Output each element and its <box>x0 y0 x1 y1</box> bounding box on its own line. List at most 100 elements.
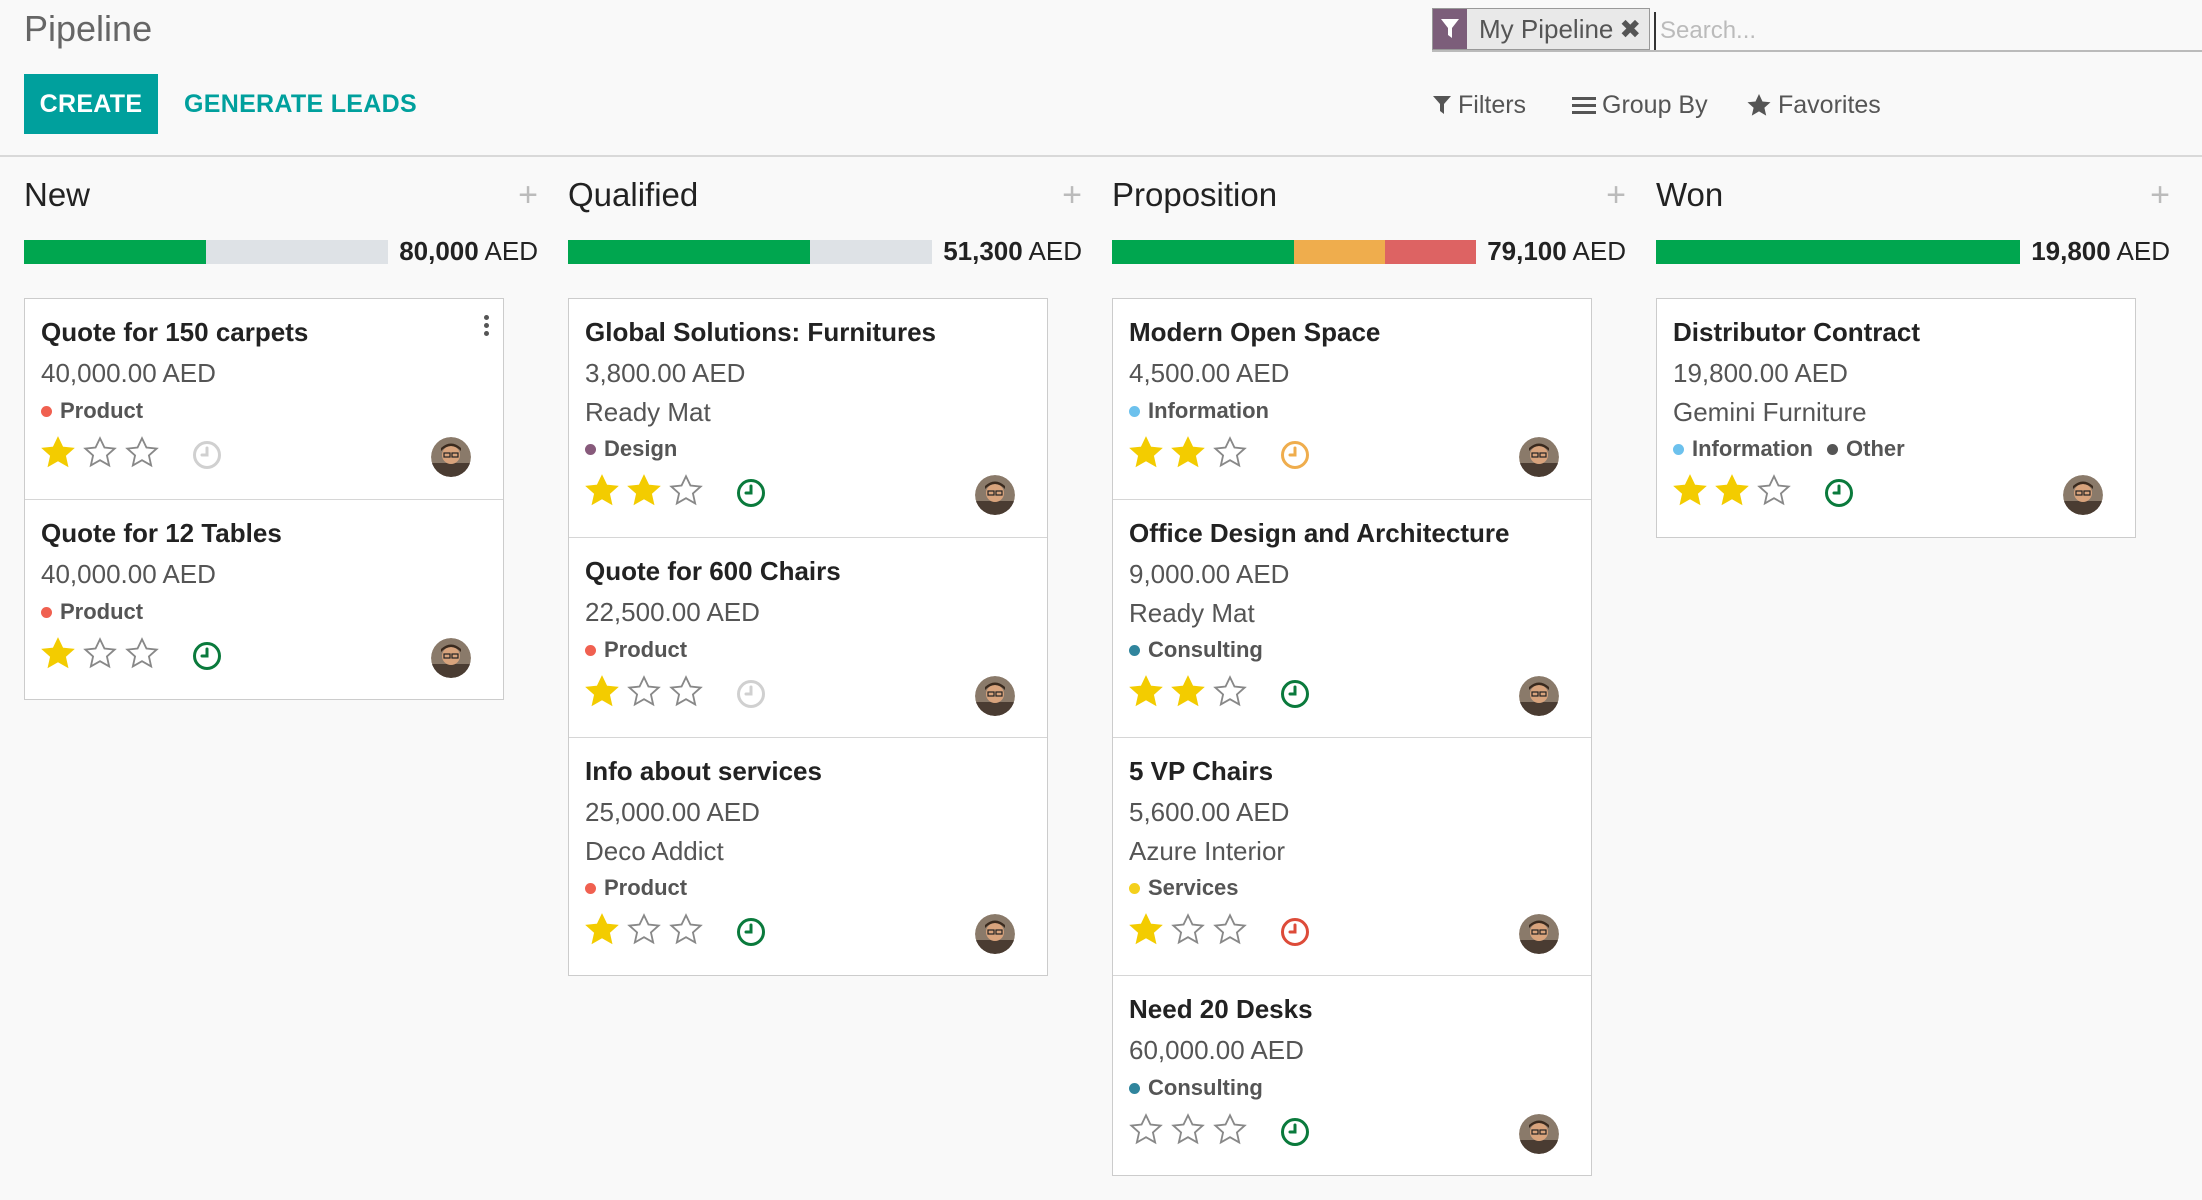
priority-stars[interactable] <box>585 674 711 708</box>
star-filled-icon[interactable] <box>1715 473 1749 507</box>
activity-button[interactable] <box>735 477 767 514</box>
priority-stars[interactable] <box>41 435 167 469</box>
progress-bar[interactable] <box>1112 240 1476 264</box>
activity-button[interactable] <box>735 916 767 953</box>
group-by-button[interactable]: Group By <box>1572 84 1708 126</box>
activity-clock-icon[interactable] <box>1279 916 1311 948</box>
search-facet-my-pipeline[interactable]: My Pipeline ✖ <box>1432 8 1651 50</box>
activity-clock-icon[interactable] <box>1279 439 1311 471</box>
star-filled-icon[interactable] <box>627 473 661 507</box>
star-empty-icon[interactable] <box>669 473 703 507</box>
progress-segment-green[interactable] <box>568 240 811 264</box>
star-empty-icon[interactable] <box>1757 473 1791 507</box>
kanban-card[interactable]: Quote for 12 Tables 40,000.00 AED Produc… <box>25 499 503 699</box>
progress-bar[interactable] <box>1656 240 2020 264</box>
priority-stars[interactable] <box>1129 1112 1255 1146</box>
progress-bar[interactable] <box>568 240 932 264</box>
favorites-button[interactable]: Favorites <box>1746 84 1881 126</box>
priority-stars[interactable] <box>1673 473 1799 507</box>
activity-clock-icon[interactable] <box>191 640 223 672</box>
star-empty-icon[interactable] <box>1213 912 1247 946</box>
star-empty-icon[interactable] <box>125 636 159 670</box>
activity-button[interactable] <box>1279 1116 1311 1153</box>
star-empty-icon[interactable] <box>669 674 703 708</box>
star-filled-icon[interactable] <box>1171 674 1205 708</box>
create-button[interactable]: CREATE <box>24 74 158 134</box>
kanban-card[interactable]: Global Solutions: Furnitures 3,800.00 AE… <box>569 299 1047 537</box>
activity-button[interactable] <box>1279 678 1311 715</box>
quick-create-button[interactable]: + <box>2150 176 2170 214</box>
column-title[interactable]: New <box>24 176 91 213</box>
kanban-card[interactable]: 5 VP Chairs 5,600.00 AED Azure Interior … <box>1113 737 1591 975</box>
star-empty-icon[interactable] <box>1213 1112 1247 1146</box>
star-empty-icon[interactable] <box>1129 1112 1163 1146</box>
star-filled-icon[interactable] <box>1129 674 1163 708</box>
star-empty-icon[interactable] <box>83 435 117 469</box>
kanban-card[interactable]: Quote for 150 carpets 40,000.00 AED Prod… <box>25 299 503 499</box>
star-empty-icon[interactable] <box>125 435 159 469</box>
kanban-card[interactable]: Distributor Contract 19,800.00 AED Gemin… <box>1657 299 2135 537</box>
column-title[interactable]: Won <box>1656 176 1724 213</box>
activity-clock-icon[interactable] <box>735 477 767 509</box>
activity-button[interactable] <box>735 678 767 715</box>
progress-segment-orange[interactable] <box>1294 240 1385 264</box>
column-title[interactable]: Qualified <box>568 176 699 213</box>
kanban-card[interactable]: Modern Open Space 4,500.00 AED Informati… <box>1113 299 1591 499</box>
progress-bar[interactable] <box>24 240 388 264</box>
star-filled-icon[interactable] <box>1129 912 1163 946</box>
kanban-card[interactable]: Info about services 25,000.00 AED Deco A… <box>569 737 1047 975</box>
quick-create-button[interactable]: + <box>1606 176 1626 214</box>
kanban-card[interactable]: Office Design and Architecture 9,000.00 … <box>1113 499 1591 737</box>
progress-segment-green[interactable] <box>1112 240 1294 264</box>
star-empty-icon[interactable] <box>1171 1112 1205 1146</box>
progress-segment-red[interactable] <box>1385 240 1476 264</box>
star-filled-icon[interactable] <box>585 674 619 708</box>
column-title[interactable]: Proposition <box>1112 176 1278 213</box>
activity-button[interactable] <box>1823 477 1855 514</box>
activity-clock-icon[interactable] <box>735 678 767 710</box>
star-filled-icon[interactable] <box>585 473 619 507</box>
star-filled-icon[interactable] <box>41 435 75 469</box>
star-empty-icon[interactable] <box>1213 674 1247 708</box>
card-menu-icon[interactable] <box>484 315 489 336</box>
activity-button[interactable] <box>1279 439 1311 476</box>
activity-clock-icon[interactable] <box>1279 1116 1311 1148</box>
progress-segment-grey[interactable] <box>206 240 388 264</box>
activity-button[interactable] <box>1279 916 1311 953</box>
star-empty-icon[interactable] <box>1213 435 1247 469</box>
star-filled-icon[interactable] <box>1171 435 1205 469</box>
quick-create-button[interactable]: + <box>518 176 538 214</box>
progress-segment-green[interactable] <box>24 240 206 264</box>
star-empty-icon[interactable] <box>1171 912 1205 946</box>
activity-clock-icon[interactable] <box>1823 477 1855 509</box>
quick-create-button[interactable]: + <box>1062 176 1082 214</box>
activity-clock-icon[interactable] <box>1279 678 1311 710</box>
priority-stars[interactable] <box>585 912 711 946</box>
priority-stars[interactable] <box>1129 435 1255 469</box>
kanban-card[interactable]: Need 20 Desks 60,000.00 AED Consulting <box>1113 975 1591 1175</box>
star-filled-icon[interactable] <box>1129 435 1163 469</box>
activity-clock-icon[interactable] <box>735 916 767 948</box>
star-filled-icon[interactable] <box>1673 473 1707 507</box>
activity-button[interactable] <box>191 640 223 677</box>
priority-stars[interactable] <box>1129 912 1255 946</box>
star-filled-icon[interactable] <box>41 636 75 670</box>
search-input[interactable] <box>1654 12 2182 50</box>
progress-segment-grey[interactable] <box>810 240 932 264</box>
star-empty-icon[interactable] <box>83 636 117 670</box>
star-empty-icon[interactable] <box>627 912 661 946</box>
star-empty-icon[interactable] <box>669 912 703 946</box>
progress-segment-green[interactable] <box>1656 240 2020 264</box>
activity-clock-icon[interactable] <box>191 439 223 471</box>
activity-button[interactable] <box>191 439 223 476</box>
filters-button[interactable]: Filters <box>1432 84 1526 126</box>
generate-leads-button[interactable]: GENERATE LEADS <box>184 89 417 118</box>
priority-stars[interactable] <box>41 636 167 670</box>
kanban-card[interactable]: Quote for 600 Chairs 22,500.00 AED Produ… <box>569 537 1047 737</box>
priority-stars[interactable] <box>1129 674 1255 708</box>
star-filled-icon[interactable] <box>585 912 619 946</box>
priority-stars[interactable] <box>585 473 711 507</box>
star-empty-icon[interactable] <box>627 674 661 708</box>
close-icon[interactable]: ✖ <box>1619 13 1642 44</box>
search-bar[interactable]: My Pipeline ✖ <box>1432 4 2202 52</box>
